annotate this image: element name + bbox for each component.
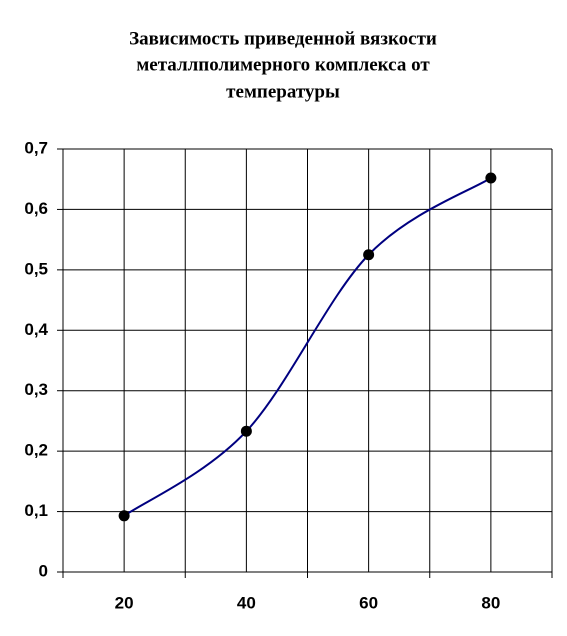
y-tick-label: 0,2 bbox=[24, 441, 48, 460]
marker bbox=[118, 510, 130, 522]
line bbox=[123, 177, 492, 517]
y-tick-label: 0,6 bbox=[24, 199, 48, 218]
y-tick-label: 0,5 bbox=[24, 259, 48, 278]
y-tick-label: 0,1 bbox=[24, 501, 48, 520]
y-tick-label: 0,3 bbox=[24, 380, 48, 399]
chart-title: металлполимерного комплекса от bbox=[136, 54, 430, 75]
y-tick-label: 0,4 bbox=[24, 320, 48, 339]
marker bbox=[363, 249, 375, 261]
marker bbox=[485, 172, 497, 184]
x-tick-label: 40 bbox=[237, 593, 256, 612]
chart-title: Зависимость приведенной вязкости bbox=[129, 28, 437, 49]
x-tick-label: 20 bbox=[115, 593, 134, 612]
x-tick-label: 60 bbox=[359, 593, 378, 612]
x-tick-label: 80 bbox=[481, 593, 500, 612]
marker bbox=[240, 425, 252, 437]
y-tick-label: 0 bbox=[39, 561, 48, 580]
chart-title: температуры bbox=[226, 81, 340, 102]
y-tick-label: 0,7 bbox=[24, 138, 48, 157]
